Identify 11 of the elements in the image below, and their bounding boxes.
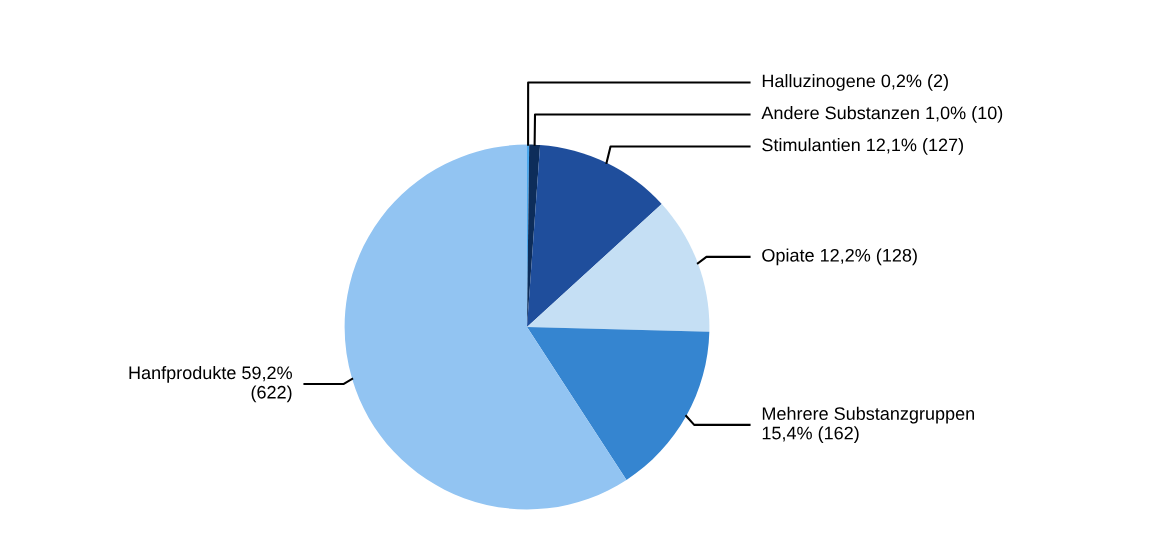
- slice-label: Halluzinogene 0,2% (2): [762, 74, 948, 91]
- pie-slice: [344, 144, 627, 510]
- slice-label: Mehrere Substanzgruppen: [762, 406, 974, 424]
- pie-slice: [527, 204, 710, 332]
- slice-label: Andere Substanzen 1,0% (10): [761, 106, 1003, 123]
- data-label: 15,4% (162): [762, 426, 859, 444]
- slice-label: Stimulantien 12,1% (127): [762, 138, 963, 155]
- pie-slice: [527, 145, 662, 327]
- pie-slice: [527, 327, 710, 480]
- slice-label: Opiate 12,2% (128): [762, 248, 917, 266]
- slice-label: Hanfprodukte 59,2% (622): [129, 365, 292, 403]
